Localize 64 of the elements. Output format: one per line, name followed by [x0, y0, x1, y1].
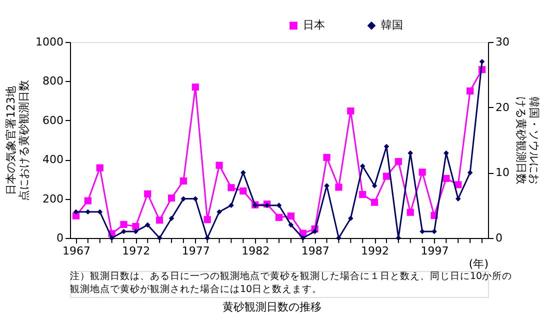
- y2-tick-label: 0: [496, 232, 502, 244]
- point: [359, 190, 366, 198]
- point: [442, 174, 450, 182]
- y2-axis-title: 韓国・ソウルにおける黄砂観測日数: [514, 96, 540, 184]
- x-axis-title: (年): [468, 258, 488, 270]
- point: [73, 209, 79, 215]
- point: [97, 209, 103, 215]
- y-tick-label: 400: [42, 153, 64, 166]
- point: [382, 172, 390, 180]
- point: [216, 162, 223, 169]
- point: [144, 222, 150, 228]
- point: [394, 158, 402, 166]
- text: 黄砂観測日数の推移: [222, 300, 322, 314]
- point: [335, 184, 342, 191]
- point: [371, 198, 378, 206]
- point: [312, 228, 318, 234]
- point: [204, 216, 211, 224]
- x-tick-label: 1982: [242, 244, 270, 258]
- y2-tick-label: 20: [496, 100, 510, 114]
- x-tick-label: 1972: [122, 244, 150, 258]
- point: [288, 222, 294, 228]
- y-tick-label: 200: [42, 192, 64, 206]
- point: [275, 214, 283, 221]
- point: [479, 58, 485, 64]
- point: [240, 170, 246, 176]
- point: [467, 170, 473, 176]
- y2-tick-label: 10: [496, 166, 510, 180]
- point: [96, 164, 104, 172]
- point: [168, 216, 174, 222]
- y-tick-label: 0: [56, 232, 64, 244]
- point: [144, 190, 152, 198]
- point: [418, 168, 426, 176]
- x-tick-label: 1967: [62, 244, 90, 258]
- y2-tick-label: 30: [496, 36, 510, 48]
- point: [287, 212, 294, 220]
- point: [180, 177, 187, 184]
- x-tick-label: 1992: [361, 244, 390, 258]
- point: [348, 216, 354, 222]
- point: [192, 84, 199, 91]
- point: [323, 154, 330, 161]
- point: [360, 163, 366, 169]
- point: [228, 184, 235, 192]
- point: [120, 220, 128, 228]
- y-tick-label: 800: [42, 74, 64, 88]
- point: [216, 209, 222, 215]
- y-tick-label: 1000: [36, 36, 64, 48]
- point: [84, 197, 92, 204]
- legend-label: 韓国: [381, 18, 403, 32]
- point: [406, 208, 414, 216]
- y-axis-title: 日本の気象官署123地点における黄砂観測日数: [4, 80, 31, 201]
- point: [168, 194, 176, 202]
- point: [347, 107, 354, 115]
- point: [132, 222, 140, 230]
- x-tick-label: 1997: [420, 244, 449, 258]
- point: [466, 87, 474, 95]
- x-tick-label: 1977: [182, 244, 210, 258]
- point: [240, 187, 247, 194]
- point: [228, 202, 234, 208]
- point: [156, 216, 164, 224]
- text: 注）観測日数は、ある日に一つの観測地点で黄砂を観測した場合に１日と数え、同じ日に10か所の観測地点で黄砂が観測された場合には10日と数えます。: [70, 270, 512, 295]
- y-tick-label: 600: [42, 114, 64, 127]
- point: [455, 196, 461, 202]
- legend-label: 日本: [303, 18, 325, 32]
- x-tick-label: 1987: [301, 244, 330, 258]
